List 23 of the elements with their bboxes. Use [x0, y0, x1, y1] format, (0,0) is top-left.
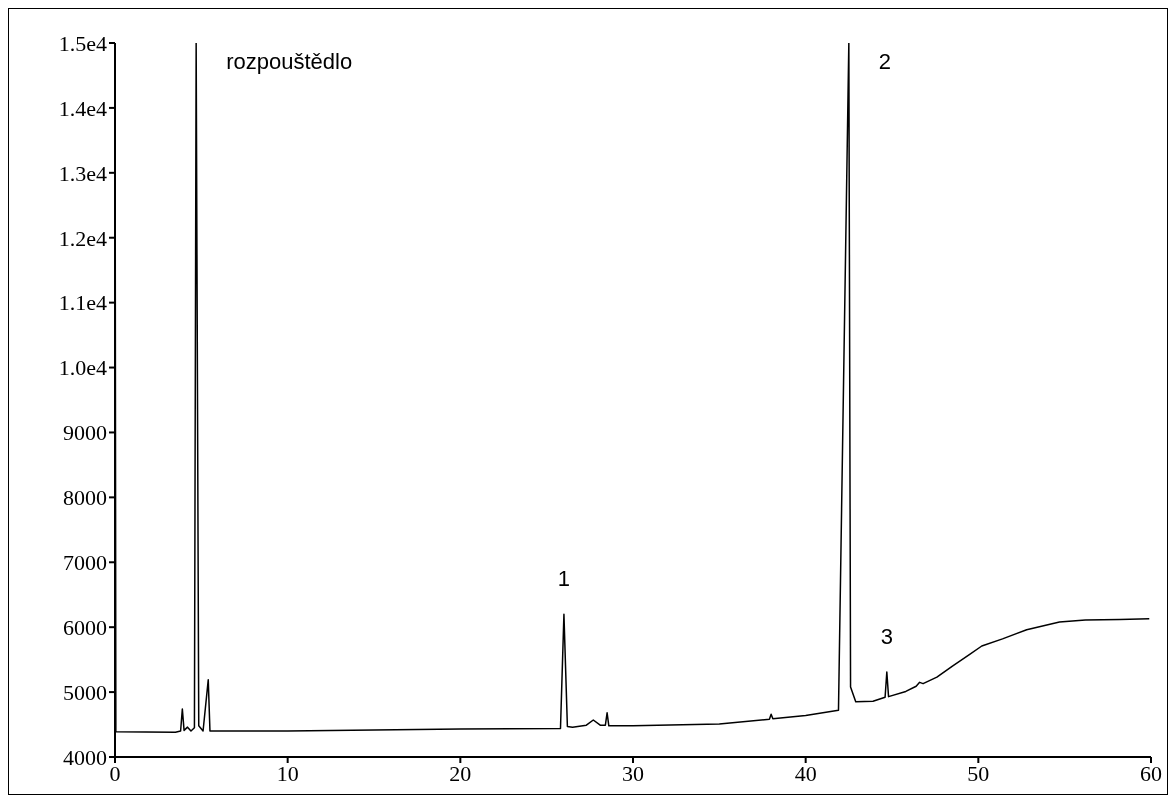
y-tick-label: 1.2e4	[58, 225, 107, 251]
y-tick-label: 6000	[63, 614, 107, 640]
x-tick-label: 50	[967, 760, 990, 786]
x-tick-label: 60	[1140, 760, 1162, 786]
y-tick-label: 1.5e4	[58, 30, 107, 56]
x-tick-label: 0	[109, 760, 121, 786]
y-tick-label: 1.1e4	[58, 290, 107, 316]
y-tick-label: 1.0e4	[58, 355, 107, 381]
annotation: 2	[878, 49, 892, 74]
annotation: 1	[557, 566, 571, 592]
y-tick-label: 8000	[63, 485, 107, 511]
y-tick-label: 4000	[63, 744, 107, 770]
y-tick-label: 9000	[63, 420, 107, 446]
x-tick-label: 30	[622, 760, 644, 786]
annotation: 3	[880, 623, 893, 649]
annotation: rozpouštědlo	[226, 49, 353, 74]
x-tick-label: 10	[276, 760, 299, 786]
x-tick-label: 20	[449, 760, 472, 786]
y-tick-label: 7000	[63, 550, 107, 576]
y-tick-label: 1.3e4	[58, 160, 107, 186]
y-tick-label: 1.4e4	[58, 95, 107, 121]
y-tick-label: 5000	[63, 679, 107, 705]
x-tick-label: 40	[794, 760, 817, 786]
